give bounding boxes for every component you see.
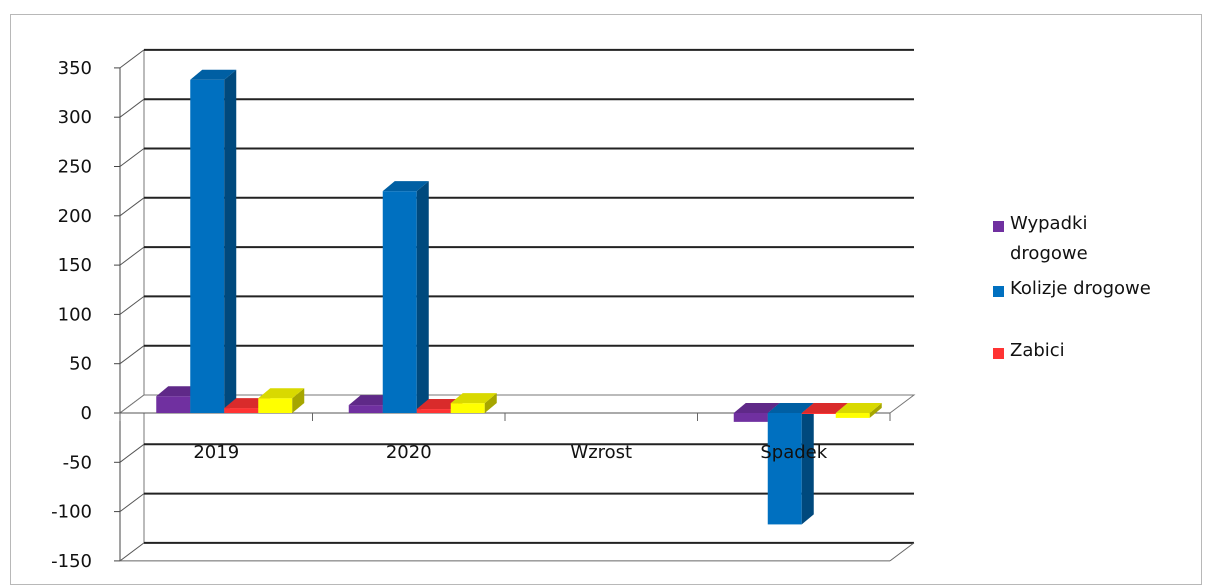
- bar-side: [484, 393, 497, 413]
- x-tick-label: 2020: [386, 442, 432, 463]
- y-tick-label: 50: [69, 354, 92, 375]
- legend-item-zabici: Zabici: [993, 340, 1185, 366]
- bar-side: [224, 69, 237, 414]
- bar: [258, 388, 305, 413]
- bar: [835, 403, 882, 418]
- legend-swatch-purple: [993, 221, 1004, 232]
- bar-front: [224, 408, 259, 413]
- y-tick-label: 300: [58, 107, 92, 128]
- gridline-side: [119, 443, 145, 463]
- bar-top: [450, 393, 497, 404]
- gridline-side: [119, 295, 145, 315]
- bars: [156, 69, 882, 525]
- bar-side: [869, 403, 882, 418]
- bar: [450, 393, 497, 413]
- bar: [767, 403, 814, 525]
- gridline-side: [119, 542, 145, 562]
- gridline-side: [119, 197, 145, 217]
- x-tick-label: Spadek: [760, 442, 827, 463]
- legend-label-zabici: Zabici: [1010, 340, 1065, 361]
- bar-top: [801, 403, 848, 413]
- bar-front: [450, 403, 485, 413]
- bar-front: [733, 413, 768, 422]
- bar-side: [801, 403, 814, 525]
- bar-front: [767, 413, 802, 525]
- gridline-side: [119, 493, 145, 513]
- bar-front: [258, 398, 293, 413]
- gridline-side: [119, 49, 145, 69]
- legend-swatch-red: [993, 348, 1004, 359]
- y-tick-label: -50: [63, 452, 92, 473]
- x-tick-label: Wzrost: [570, 442, 632, 463]
- y-tick-label: -100: [51, 502, 92, 523]
- y-tick-label: -150: [51, 551, 92, 572]
- bar-top: [767, 403, 814, 413]
- y-tick-label: 150: [58, 255, 92, 276]
- gridline-side: [119, 246, 145, 266]
- bar-front: [835, 413, 870, 418]
- y-tick-label: 0: [81, 403, 92, 424]
- legend-item-kolizje: Kolizje drogowe: [993, 278, 1185, 304]
- y-tick-label: 250: [58, 157, 92, 178]
- y-tick-label: 100: [58, 304, 92, 325]
- gridline-side: [119, 148, 145, 167]
- legend-label-kolizje: Kolizje drogowe: [1010, 278, 1151, 299]
- bar-front: [801, 413, 836, 414]
- bar-side: [416, 181, 429, 413]
- x-tick-label: 2019: [193, 442, 239, 463]
- bottom-edge-diag: [889, 542, 915, 562]
- legend-item-wypadki: Wypadki drogowe: [993, 213, 1120, 269]
- legend-swatch-blue: [993, 286, 1004, 297]
- bar-front: [382, 191, 417, 413]
- bar: [190, 69, 237, 414]
- bar-front: [156, 396, 191, 413]
- bar-front: [416, 409, 451, 413]
- legend-label-wypadki: Wypadki drogowe: [1010, 213, 1088, 264]
- bar: [382, 181, 429, 413]
- bar-top: [733, 403, 780, 413]
- bar-top: [258, 388, 305, 399]
- gridline-side: [119, 98, 145, 118]
- y-tick-label: 350: [58, 58, 92, 79]
- bar-top: [190, 69, 237, 80]
- bar-side: [292, 388, 305, 413]
- bar-front: [190, 79, 225, 414]
- gridline-side: [119, 345, 145, 365]
- bar-top: [382, 181, 429, 192]
- y-tick-label: 200: [58, 206, 92, 227]
- bar-top: [835, 403, 882, 413]
- bar-front: [348, 405, 383, 413]
